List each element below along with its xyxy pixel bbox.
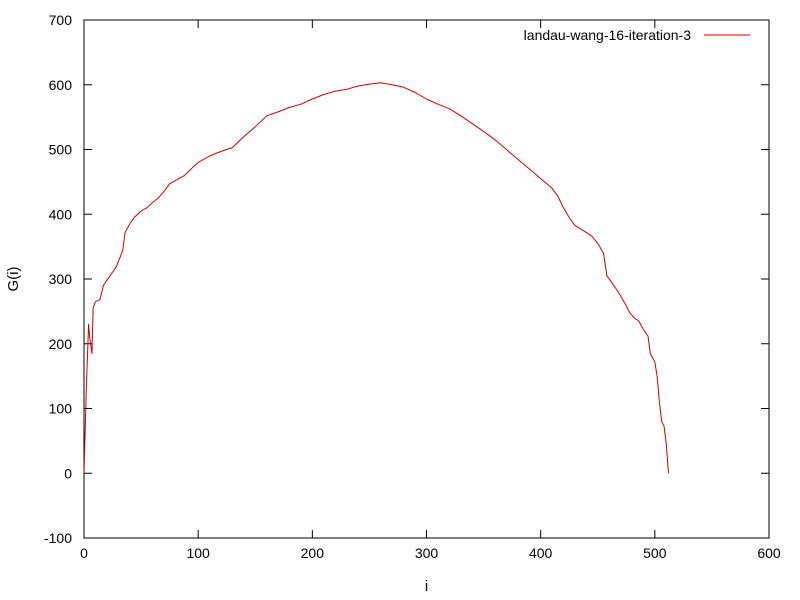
- x-tick-label: 400: [529, 545, 553, 561]
- y-tick-label: 100: [49, 401, 73, 417]
- x-axis-label: i: [425, 578, 428, 595]
- series-line: [83, 82, 669, 474]
- y-tick-label: 200: [49, 336, 73, 352]
- x-tick-label: 600: [757, 545, 781, 561]
- legend-label: landau-wang-16-iteration-3: [524, 27, 692, 43]
- y-tick-label: 600: [49, 77, 73, 93]
- x-axis-ticks: 0 100 200 300 400 500 600: [80, 20, 781, 561]
- legend: landau-wang-16-iteration-3: [524, 27, 750, 43]
- x-tick-label: 200: [301, 545, 325, 561]
- series-layer: [83, 82, 669, 474]
- y-tick-label: 400: [49, 206, 73, 222]
- y-axis-label: G(i): [5, 267, 22, 292]
- y-tick-label: 0: [64, 465, 72, 481]
- y-tick-label: 300: [49, 271, 73, 287]
- y-tick-label: -100: [44, 530, 72, 546]
- x-tick-label: 300: [415, 545, 439, 561]
- x-tick-label: 0: [80, 545, 88, 561]
- x-tick-label: 500: [643, 545, 667, 561]
- y-tick-label: 700: [49, 12, 73, 28]
- y-axis-ticks: -100 0 100 200 300 400 500 600 700: [44, 12, 769, 546]
- x-tick-label: 100: [186, 545, 210, 561]
- y-tick-label: 500: [49, 142, 73, 158]
